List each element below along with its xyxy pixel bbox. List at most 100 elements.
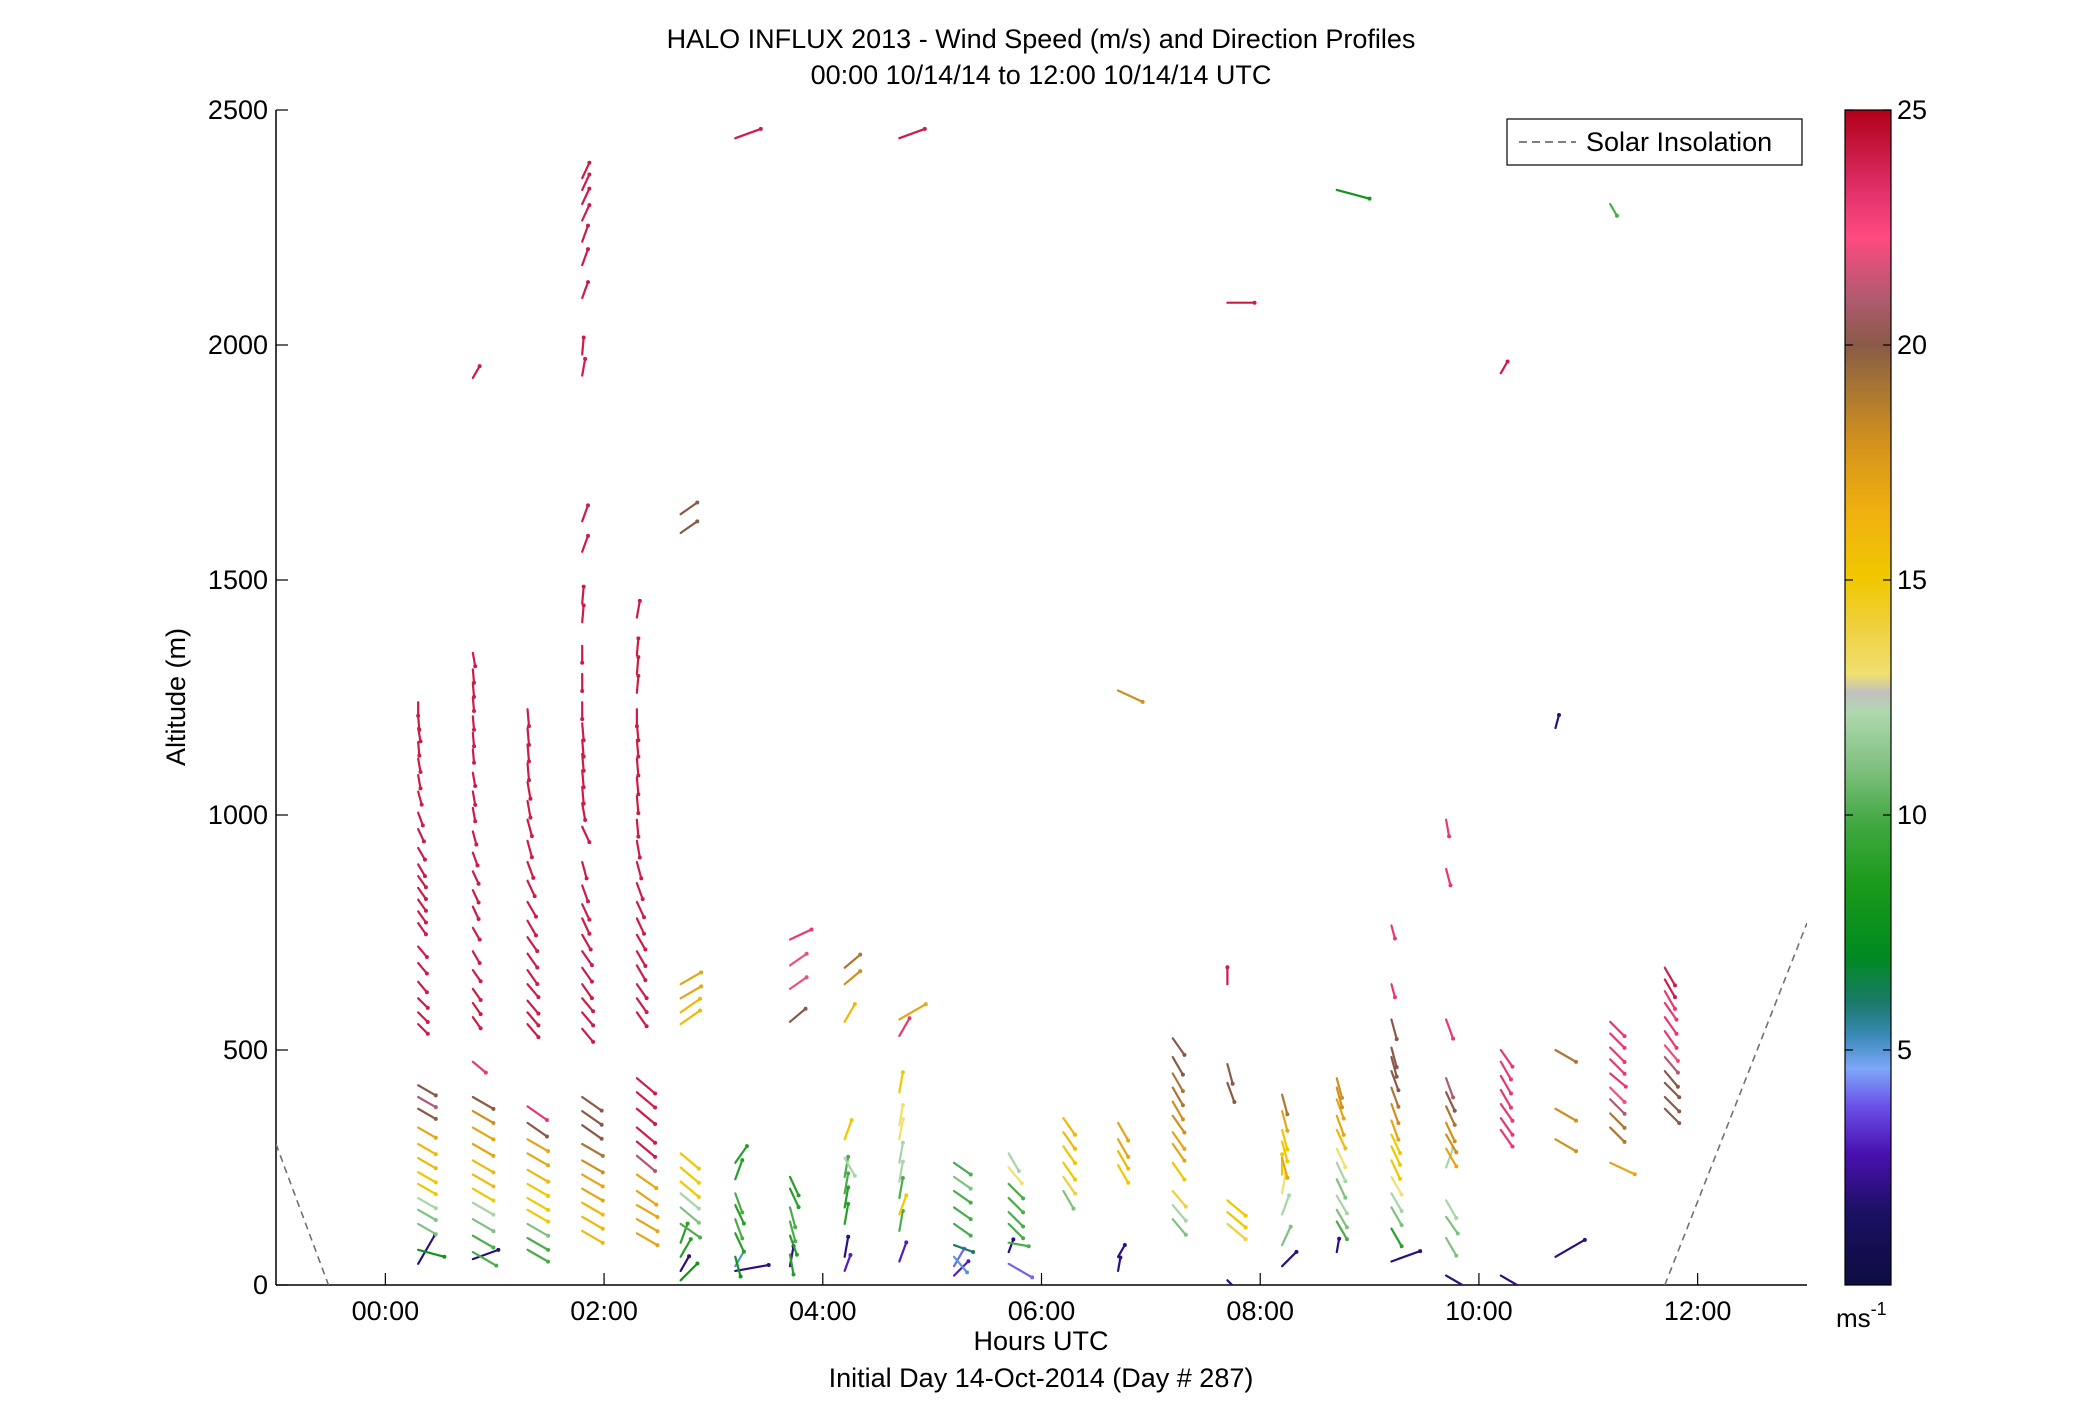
wind-barb xyxy=(526,968,539,986)
wind-barb-head xyxy=(1394,1037,1399,1042)
wind-barb-head xyxy=(900,1103,905,1108)
wind-barb xyxy=(581,997,595,1013)
wind-barb xyxy=(1171,1218,1187,1236)
wind-barb-head xyxy=(472,694,477,699)
wind-barb-head xyxy=(600,1184,605,1189)
wind-barb-head xyxy=(698,1235,703,1240)
wind-barb xyxy=(581,1109,603,1126)
wind-barb-head xyxy=(600,1212,605,1217)
wind-barb xyxy=(471,1201,495,1216)
wind-barb-head xyxy=(900,1159,905,1164)
wind-barb xyxy=(581,802,587,822)
wind-barb-head xyxy=(1225,965,1230,970)
wind-barb xyxy=(471,1095,495,1110)
wind-barb-head xyxy=(600,1153,605,1158)
wind-barb-head xyxy=(1340,1095,1345,1100)
wind-barb-head xyxy=(535,981,540,986)
wind-barb xyxy=(635,917,646,935)
wind-barb xyxy=(417,1208,437,1222)
wind-barb xyxy=(843,1186,850,1209)
wind-barb-head xyxy=(639,876,644,881)
wind-barb xyxy=(679,1222,702,1239)
wind-barb xyxy=(788,1175,800,1197)
wind-barb-head xyxy=(858,952,863,957)
wind-barb xyxy=(788,952,808,967)
wind-barb xyxy=(1609,1046,1626,1064)
wind-barb xyxy=(1499,1274,1520,1285)
wind-barb xyxy=(471,1060,487,1074)
wind-barb xyxy=(788,1007,807,1023)
wind-barb xyxy=(788,1220,797,1243)
wind-barb-head xyxy=(477,364,482,369)
wind-barb xyxy=(526,708,531,728)
wind-barb xyxy=(471,1173,495,1188)
wind-barb xyxy=(1007,1211,1025,1228)
wind-barb xyxy=(952,1260,970,1277)
wind-barb-head xyxy=(644,1024,649,1029)
wind-barb xyxy=(898,1003,927,1021)
wind-barb-head xyxy=(424,971,429,976)
wind-barb xyxy=(898,1017,911,1038)
wind-barb-head xyxy=(585,280,590,285)
wind-barb xyxy=(471,1248,500,1261)
wind-barb xyxy=(526,1152,550,1167)
wind-barb-head xyxy=(535,965,540,970)
wind-barb-head xyxy=(1126,1154,1131,1159)
wind-barb-head xyxy=(1398,1162,1403,1167)
wind-barb-head xyxy=(965,1270,970,1275)
wind-barb xyxy=(635,997,648,1014)
wind-barb xyxy=(417,1233,437,1265)
wind-barb xyxy=(471,651,477,668)
wind-barb xyxy=(679,997,702,1014)
wind-barb-head xyxy=(1016,1169,1021,1174)
wind-barb-head xyxy=(1399,1244,1404,1249)
wind-barb-head xyxy=(581,335,586,340)
wind-barb xyxy=(679,1262,699,1282)
wind-barb xyxy=(734,1232,745,1253)
wind-barb xyxy=(1226,1199,1247,1217)
wind-barb xyxy=(526,900,538,918)
wind-barb xyxy=(471,748,476,764)
colorbar-tick-label: 25 xyxy=(1897,95,1927,125)
wind-barb-head xyxy=(475,863,480,868)
wind-barb xyxy=(1280,1109,1289,1132)
wind-barb xyxy=(581,604,585,624)
wind-barb-head xyxy=(421,839,426,844)
wind-barb-head xyxy=(1510,1144,1515,1149)
wind-barb-head xyxy=(544,1134,549,1139)
wind-barb-head xyxy=(1508,1091,1513,1096)
wind-barb-head xyxy=(1632,1172,1637,1177)
wind-barb xyxy=(1335,1161,1347,1183)
wind-barb-head xyxy=(1021,1236,1026,1241)
wind-barb-head xyxy=(433,1180,438,1185)
wind-barb-head xyxy=(1674,1031,1679,1036)
wind-barb-head xyxy=(589,963,594,968)
wind-barb-head xyxy=(433,1217,438,1222)
wind-barb xyxy=(526,919,538,937)
wind-barb xyxy=(417,1126,437,1139)
wind-barb xyxy=(471,1234,495,1249)
wind-barb-head xyxy=(791,1272,796,1277)
wind-barb xyxy=(1445,1091,1456,1112)
wind-barb xyxy=(1445,1147,1455,1169)
wind-barb xyxy=(1609,1126,1626,1144)
wind-barb-head xyxy=(654,1186,659,1191)
wind-barb xyxy=(635,1091,657,1109)
wind-barb-head xyxy=(852,1002,857,1007)
wind-barb xyxy=(635,818,640,838)
wind-barb xyxy=(843,1202,850,1226)
wind-barb-head xyxy=(643,978,648,983)
wind-barb-head xyxy=(904,1193,909,1198)
plot-area xyxy=(276,110,1807,1285)
wind-barb-head xyxy=(636,811,641,816)
wind-barb-head xyxy=(600,1226,605,1231)
wind-barb xyxy=(635,674,640,694)
wind-barb xyxy=(843,970,862,986)
wind-barb xyxy=(1609,1086,1626,1104)
wind-barb-head xyxy=(591,1009,596,1014)
wind-barb-head xyxy=(849,1118,854,1123)
wind-barb-head xyxy=(1394,1074,1399,1079)
wind-barb-head xyxy=(546,1207,551,1212)
wind-barb xyxy=(581,769,585,789)
wind-barb xyxy=(1554,713,1561,730)
